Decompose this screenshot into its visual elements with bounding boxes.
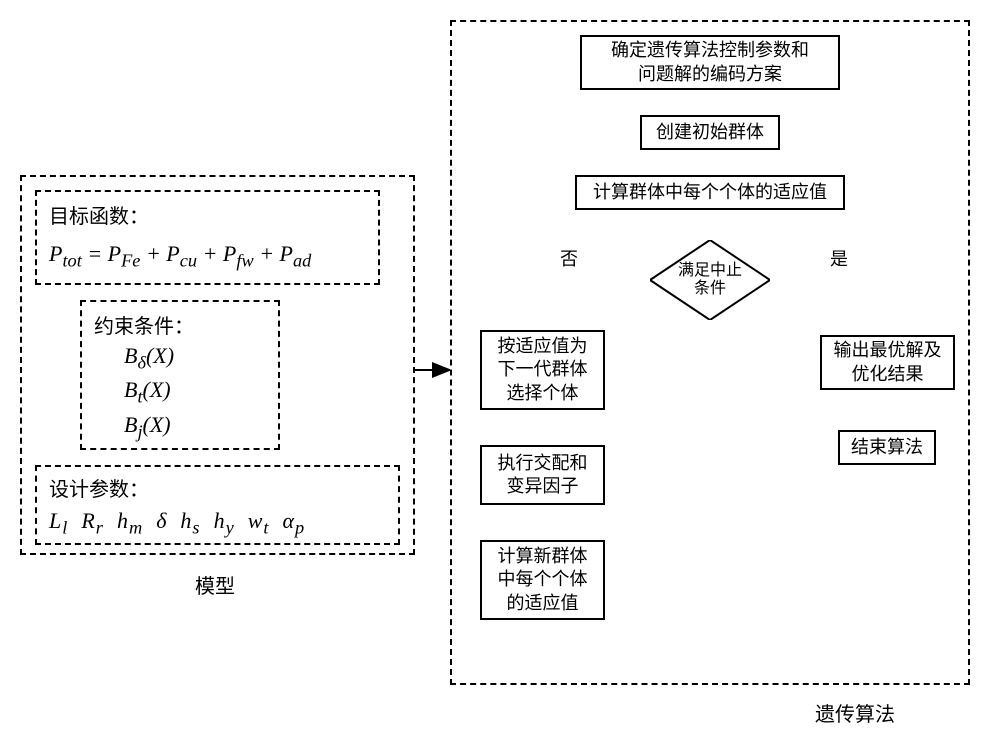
ga-right1-text: 输出最优解及 优化结果 (834, 339, 942, 386)
objective-title: 目标函数： (49, 200, 366, 229)
branch-no-label: 否 (560, 245, 578, 271)
constraints-box: 约束条件： Bδ(X)Bt(X)Bj(X) (80, 300, 280, 450)
ga-decision-text: 满足中止 条件 (678, 262, 742, 297)
ga-step2: 创建初始群体 (640, 115, 780, 150)
ga-left2-text: 执行交配和 变异因子 (498, 452, 588, 499)
ga-step3-text: 计算群体中每个个体的适应值 (593, 181, 827, 204)
design-params-row: Ll Rr hm δ hs hy wt αp (49, 508, 386, 538)
constraints-title: 约束条件： (94, 310, 266, 339)
ga-right1: 输出最优解及 优化结果 (820, 335, 955, 390)
ga-group-label: 遗传算法 (815, 698, 895, 727)
ga-left3-text: 计算新群体 中每个个体 的适应值 (498, 545, 588, 615)
branch-yes-label: 是 (830, 245, 848, 271)
ga-left1: 按适应值为 下一代群体 选择个体 (480, 330, 605, 410)
model-group-label: 模型 (195, 570, 235, 599)
objective-box: 目标函数： Ptot = PFe + Pcu + Pfw + Pad (35, 190, 380, 285)
ga-right2-text: 结束算法 (851, 436, 923, 459)
constraints-list: Bδ(X)Bt(X)Bj(X) (94, 343, 266, 442)
ga-step2-text: 创建初始群体 (656, 121, 764, 144)
ga-left1-text: 按适应值为 下一代群体 选择个体 (498, 335, 588, 405)
diagram-root: 目标函数： Ptot = PFe + Pcu + Pfw + Pad 约束条件：… (0, 0, 1000, 745)
ga-left3: 计算新群体 中每个个体 的适应值 (480, 540, 605, 620)
design-params-box: 设计参数： Ll Rr hm δ hs hy wt αp (35, 465, 400, 545)
ga-left2: 执行交配和 变异因子 (480, 445, 605, 505)
design-params-title: 设计参数： (49, 473, 386, 502)
ga-step3: 计算群体中每个个体的适应值 (575, 175, 845, 210)
objective-expr: Ptot = PFe + Pcu + Pfw + Pad (49, 241, 366, 271)
ga-decision: 满足中止 条件 (650, 240, 770, 320)
ga-step1: 确定遗传算法控制参数和 问题解的编码方案 (580, 35, 840, 90)
ga-right2: 结束算法 (838, 430, 936, 465)
ga-step1-text: 确定遗传算法控制参数和 问题解的编码方案 (611, 39, 809, 86)
